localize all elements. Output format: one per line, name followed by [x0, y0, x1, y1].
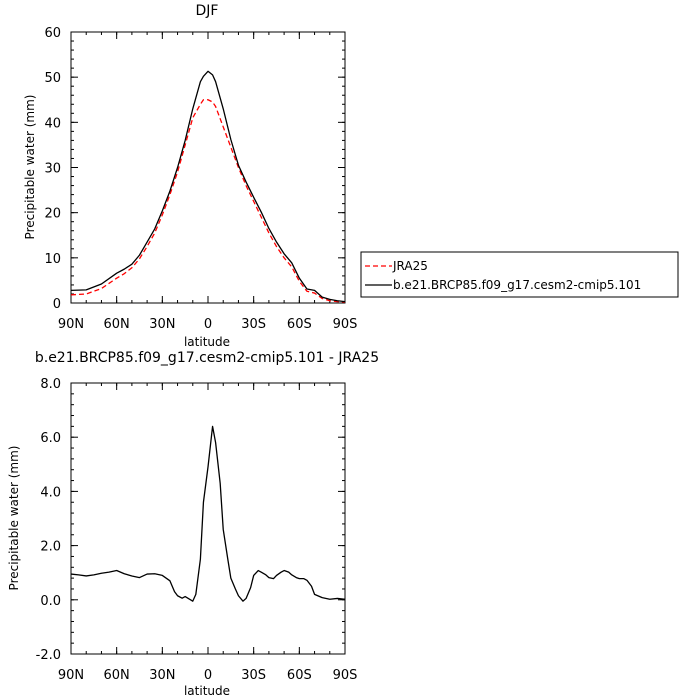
x-tick-label: 60N: [104, 668, 130, 683]
y-tick-label: 4.0: [40, 485, 61, 500]
x-axis-label: latitude: [184, 684, 230, 698]
chart-title: DJF: [196, 3, 219, 19]
x-tick-label: 60S: [287, 668, 312, 683]
legend-label-jra25: JRA25: [392, 259, 428, 273]
y-tick-label: 60: [44, 26, 61, 41]
x-tick-label: 30S: [241, 668, 266, 683]
x-tick-label: 90S: [333, 668, 358, 683]
x-tick-label: 90N: [58, 317, 84, 332]
y-tick-label: 0: [53, 297, 61, 312]
y-tick-label: 8.0: [40, 377, 61, 392]
y-tick-label: 10: [44, 252, 61, 267]
x-tick-label: 30N: [149, 668, 175, 683]
y-tick-label: -2.0: [36, 648, 61, 663]
x-tick-label: 90S: [333, 317, 358, 332]
y-tick-label: 40: [44, 116, 61, 131]
x-tick-label: 30S: [241, 317, 266, 332]
x-tick-label: 0: [204, 668, 212, 683]
plot-frame: [71, 383, 345, 654]
y-axis-label: Precipitable water (mm): [23, 95, 37, 240]
series-line-1: [71, 71, 345, 301]
y-tick-label: 2.0: [40, 540, 61, 555]
series-line-0: [71, 100, 345, 302]
y-tick-label: 30: [44, 162, 61, 177]
legend: JRA25 b.e21.BRCP85.f09_g17.cesm2-cmip5.1…: [361, 252, 678, 297]
x-tick-label: 60N: [104, 317, 130, 332]
legend-label-model: b.e21.BRCP85.f09_g17.cesm2-cmip5.101: [393, 278, 641, 292]
series-line-0: [71, 426, 345, 601]
x-tick-label: 0: [204, 317, 212, 332]
x-tick-label: 30N: [149, 317, 175, 332]
plot-frame: [71, 32, 345, 303]
x-tick-label: 90N: [58, 668, 84, 683]
y-axis-label: Precipitable water (mm): [7, 446, 21, 591]
chart-title: b.e21.BRCP85.f09_g17.cesm2-cmip5.101 - J…: [35, 350, 379, 366]
y-tick-label: 0.0: [40, 594, 61, 609]
y-tick-label: 50: [44, 71, 61, 86]
y-tick-label: 20: [44, 207, 61, 222]
x-tick-label: 60S: [287, 317, 312, 332]
y-tick-label: 6.0: [40, 431, 61, 446]
chart-djf: DJF 90N 60N 30N 0 30S 60S 90S 0 10 20 30 40 50 60 lat…: [23, 3, 357, 349]
chart-difference: b.e21.BRCP85.f09_g17.cesm2-cmip5.101 - J…: [7, 350, 379, 698]
x-axis-label: latitude: [184, 335, 230, 349]
